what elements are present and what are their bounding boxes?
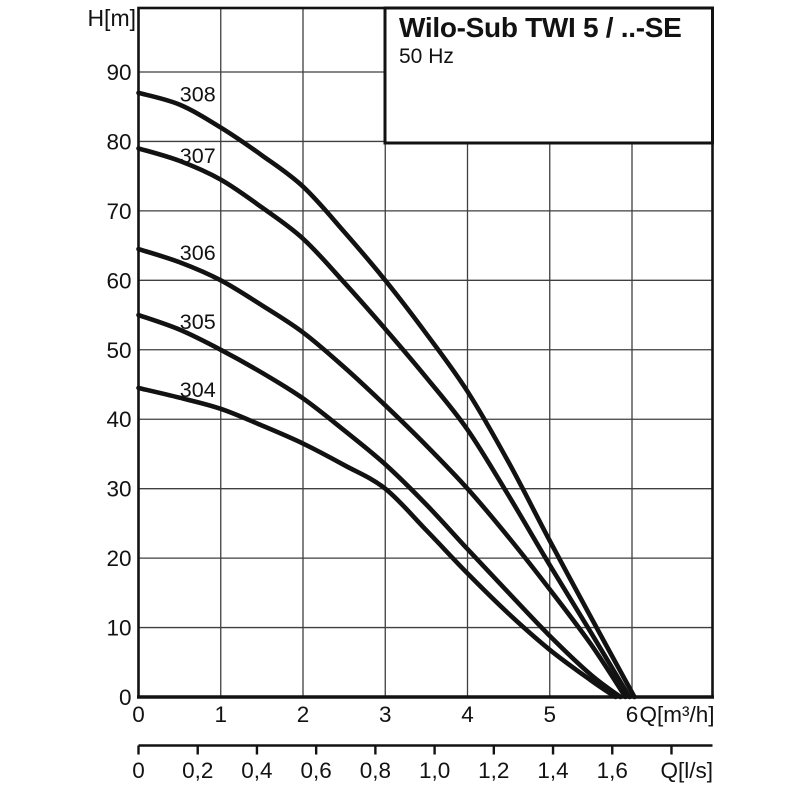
y-tick-label-20: 20 <box>106 546 131 571</box>
y-tick-label-60: 60 <box>106 268 131 293</box>
x-tick-label-2: 2 <box>297 702 310 727</box>
y-tick-label-80: 80 <box>106 129 131 154</box>
x2-tick-label-1.4: 1,4 <box>537 758 568 783</box>
x2-tick-label-0.2: 0,2 <box>182 758 213 783</box>
x-tick-label-0: 0 <box>132 702 145 727</box>
curve-label-308: 308 <box>180 83 216 107</box>
x2-tick-label-0.8: 0,8 <box>360 758 391 783</box>
x2-tick-label-1: 1,0 <box>419 758 450 783</box>
x-tick-label-6: 6 <box>626 702 639 727</box>
chart-subtitle: 50 Hz <box>399 45 454 68</box>
y-tick-label-0: 0 <box>119 685 132 710</box>
x2-tick-label-0: 0 <box>132 758 145 783</box>
y-tick-label-90: 90 <box>106 60 131 85</box>
x-tick-label-4: 4 <box>461 702 474 727</box>
x-axis-unit-label: Q[m³/h] <box>639 702 714 727</box>
curve-label-304: 304 <box>180 378 216 402</box>
curve-307 <box>136 146 632 700</box>
y-tick-label-70: 70 <box>106 199 131 224</box>
curve-label-306: 306 <box>180 241 216 265</box>
x2-tick-label-1.2: 1,2 <box>478 758 509 783</box>
curve-305 <box>136 312 623 700</box>
y-axis-label: H[m] <box>87 5 136 31</box>
x2-tick-label-1.6: 1,6 <box>597 758 628 783</box>
y-tick-label-40: 40 <box>106 407 131 432</box>
x-tick-label-5: 5 <box>543 702 556 727</box>
curve-label-307: 307 <box>180 144 216 168</box>
curve-308 <box>136 90 637 700</box>
y-tick-label-50: 50 <box>106 338 131 363</box>
curve-304 <box>136 385 618 700</box>
y-tick-label-30: 30 <box>106 477 131 502</box>
curve-306 <box>136 246 628 700</box>
title-box <box>383 6 714 145</box>
y-tick-label-10: 10 <box>106 616 131 641</box>
x2-tick-label-0.6: 0,6 <box>301 758 332 783</box>
curve-label-305: 305 <box>180 310 216 334</box>
x2-tick-label-0.4: 0,4 <box>241 758 272 783</box>
x-tick-label-3: 3 <box>379 702 392 727</box>
x2-axis-unit-label: Q[l/s] <box>660 758 713 783</box>
x-tick-label-1: 1 <box>214 702 227 727</box>
chart-title: Wilo-Sub TWI 5 / ..-SE <box>399 12 682 43</box>
